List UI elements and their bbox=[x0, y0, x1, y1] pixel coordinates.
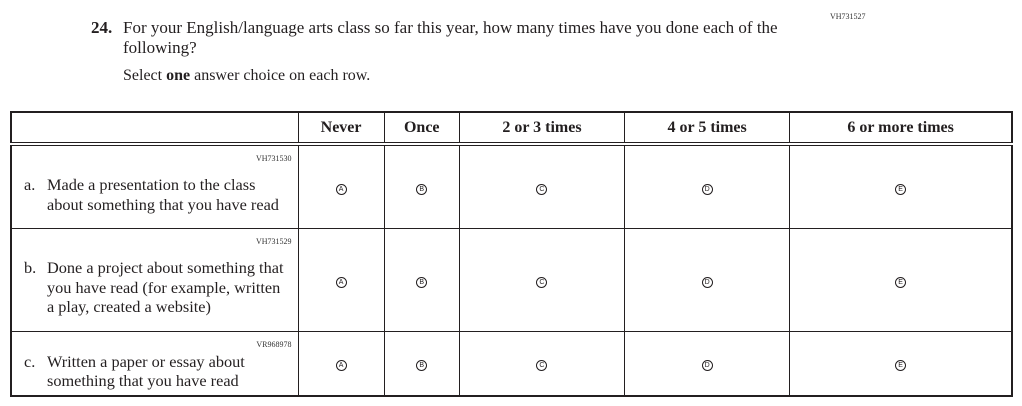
radio-c-A[interactable]: A bbox=[335, 360, 347, 371]
radio-a-D[interactable]: D bbox=[701, 183, 713, 195]
radio-c-E[interactable]: E bbox=[895, 360, 907, 371]
table-row: VH731529 b. Done a project about something… bbox=[10, 227, 1013, 332]
instruction-text: Select bbox=[123, 67, 167, 84]
radio-c-B[interactable]: B bbox=[416, 360, 428, 371]
answer-grid: Never Once 2 or 3 times 4 or 5 times 6 o… bbox=[10, 111, 1013, 397]
item-label: b. bbox=[24, 258, 37, 278]
col-2-3: 2 or 3 times bbox=[458, 111, 626, 146]
radio-b-E[interactable]: E bbox=[895, 276, 907, 288]
table-row: VR968978 c. Written a paper or essay about… bbox=[10, 330, 1013, 396]
instruction-emphasis: one bbox=[166, 67, 191, 84]
item-code: VH731529 bbox=[255, 236, 292, 246]
radio-b-D[interactable]: D bbox=[701, 276, 713, 288]
item-text: Made a presentation to the class about s… bbox=[47, 175, 279, 214]
header-blank bbox=[10, 111, 299, 146]
item-b: VH731529 b. Done a project about something… bbox=[10, 227, 299, 332]
radio-c-C[interactable]: C bbox=[536, 360, 548, 371]
question-number: 24. bbox=[91, 18, 113, 37]
col-4-5: 4 or 5 times bbox=[624, 111, 791, 146]
item-code: VH731530 bbox=[255, 154, 292, 163]
item-text: Done a project about something that you … bbox=[47, 258, 284, 317]
radio-a-A[interactable]: A bbox=[335, 183, 347, 195]
item-label: c. bbox=[24, 351, 36, 371]
radio-b-A[interactable]: A bbox=[335, 276, 347, 288]
item-c: VR968978 c. Written a paper or essay about… bbox=[10, 330, 299, 396]
question-instruction: Select one answer choice on each row. bbox=[123, 67, 370, 85]
radio-a-C[interactable]: C bbox=[536, 183, 548, 195]
item-a: VH731530 a. Made a presentation to the cla… bbox=[10, 143, 299, 229]
radio-a-B[interactable]: B bbox=[416, 183, 428, 195]
col-6-more: 6 or more times bbox=[789, 111, 1013, 146]
col-once: Once bbox=[383, 111, 460, 146]
question-text: For your English/language arts class so … bbox=[123, 18, 778, 57]
item-code: VR968978 bbox=[256, 339, 292, 349]
col-never: Never bbox=[297, 111, 385, 146]
item-label: a. bbox=[24, 175, 36, 195]
item-text: Written a paper or essay about something… bbox=[47, 351, 245, 391]
instruction-text: answer choice on each row. bbox=[190, 67, 371, 84]
radio-a-E[interactable]: E bbox=[895, 183, 907, 195]
radio-b-B[interactable]: B bbox=[416, 276, 428, 288]
radio-b-C[interactable]: C bbox=[536, 276, 548, 288]
header-row: Never Once 2 or 3 times 4 or 5 times 6 o… bbox=[10, 111, 1013, 146]
question-code: VH731527 bbox=[830, 12, 866, 21]
radio-c-D[interactable]: D bbox=[701, 360, 713, 371]
table-row: VH731530 a. Made a presentation to the cla… bbox=[10, 143, 1013, 229]
